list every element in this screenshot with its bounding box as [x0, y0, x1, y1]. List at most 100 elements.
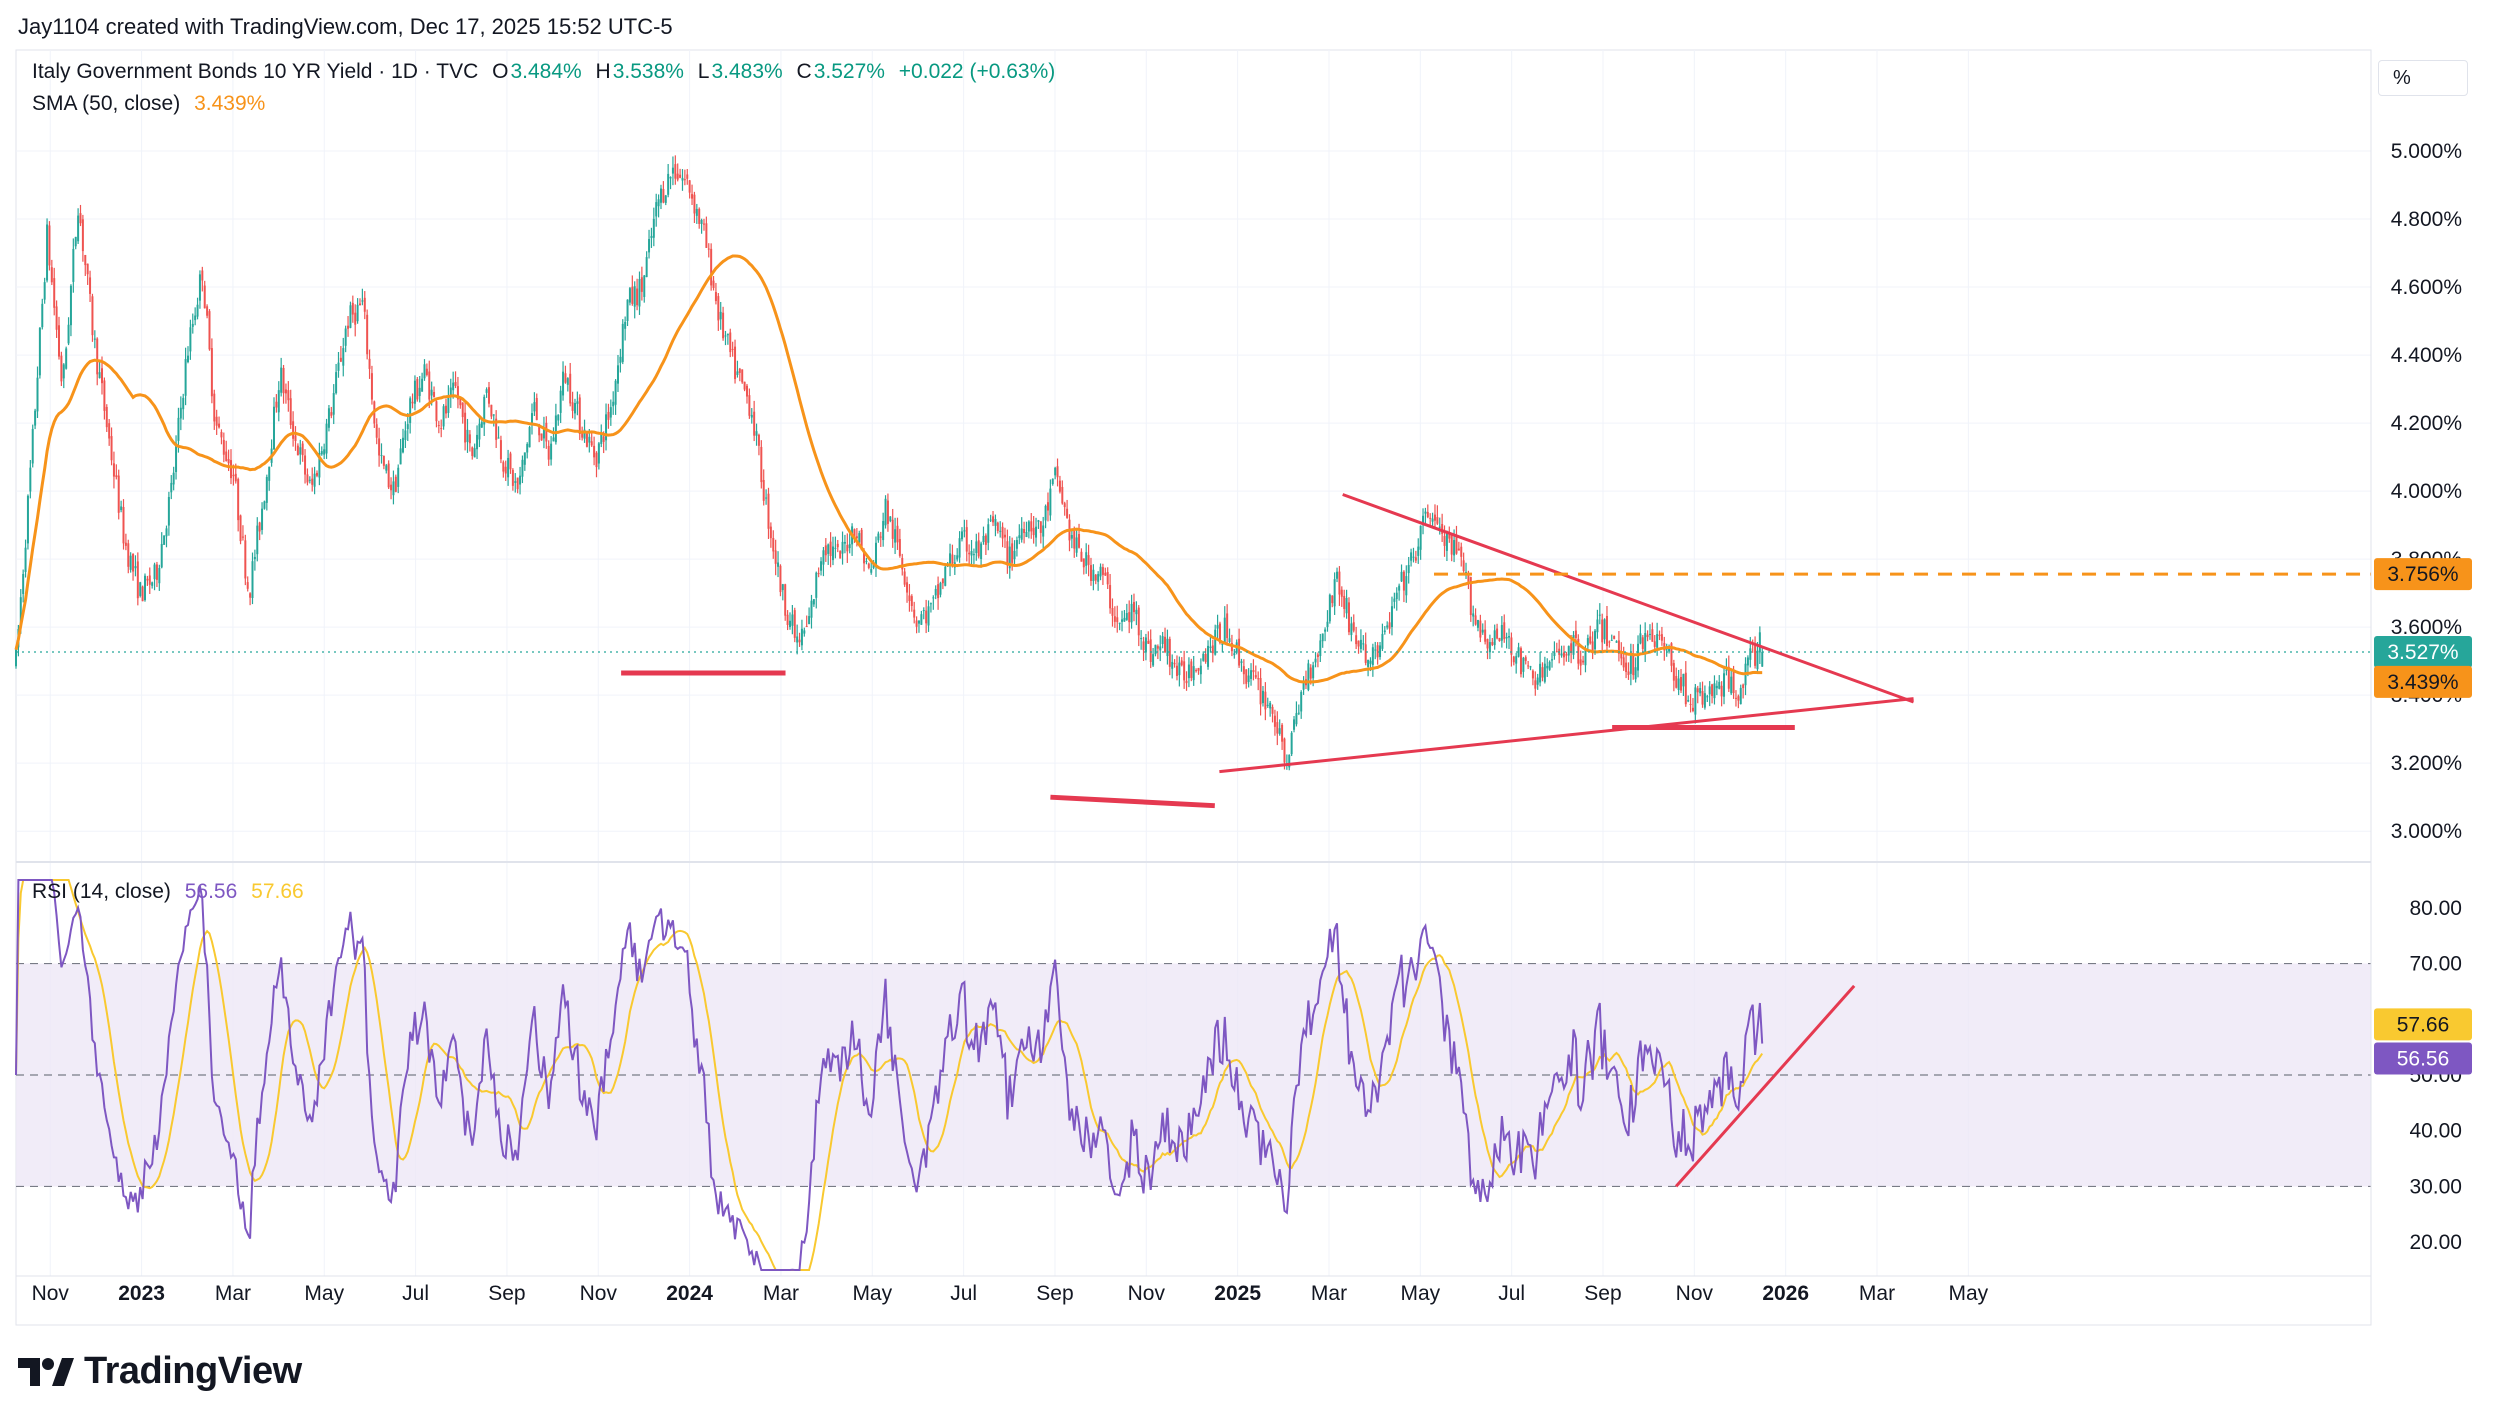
candle-body	[1307, 663, 1310, 690]
candle-body	[982, 535, 985, 543]
candle-body	[117, 475, 120, 513]
candle-body	[304, 455, 307, 475]
candle-body	[349, 305, 352, 328]
sma-value: 3.439%	[194, 92, 266, 115]
candle-body	[671, 167, 674, 174]
candle-body	[992, 516, 995, 523]
rsi-tick-label: 80.00	[2409, 897, 2462, 920]
candle-body	[777, 562, 780, 567]
candle-body	[722, 312, 725, 339]
candle-body	[774, 550, 777, 564]
candle-body	[1288, 754, 1291, 768]
candle-body	[1608, 641, 1611, 643]
candle-body	[1723, 673, 1726, 697]
candle-body	[423, 364, 426, 379]
candle-body	[1109, 585, 1112, 609]
candle-body	[380, 455, 383, 457]
candle-body	[19, 597, 22, 627]
candle-body	[151, 582, 154, 586]
candle-body	[652, 218, 655, 238]
candle-body	[1503, 622, 1506, 640]
candle-body	[1689, 703, 1692, 705]
candle-body	[1438, 526, 1441, 528]
resistance-price-tag-bg	[2374, 558, 2472, 591]
candle-body	[927, 606, 930, 626]
candle-body	[1453, 540, 1456, 556]
high-value: 3.538%	[612, 60, 684, 83]
candle-body	[877, 533, 880, 541]
candle-body	[576, 401, 579, 404]
sma-price-tag-bg	[2374, 665, 2472, 698]
candle-body	[65, 348, 68, 369]
candle-body	[1216, 625, 1219, 629]
time-tick-label: May	[304, 1282, 344, 1305]
candle-body	[569, 373, 572, 404]
candle-body	[497, 437, 500, 439]
drawing-annotations[interactable]	[16, 493, 2371, 1188]
candle-body	[43, 282, 46, 300]
candle-body	[669, 177, 672, 179]
candle-body	[60, 355, 63, 382]
candle-body	[1312, 665, 1315, 679]
candle-body	[1395, 592, 1398, 600]
candle-body	[674, 164, 677, 179]
candle-body	[1211, 645, 1214, 654]
rsi-legend[interactable]: RSI (14, close) 56.56 57.66	[32, 880, 312, 904]
candle-body	[67, 324, 70, 344]
candle-body	[621, 323, 624, 362]
candle-body	[1240, 661, 1243, 663]
candle-body	[1116, 617, 1119, 623]
candle-body	[1386, 625, 1389, 628]
candle-body	[155, 564, 158, 580]
candle-body	[1481, 629, 1484, 633]
candle-body	[218, 423, 221, 428]
candle-body	[968, 552, 971, 555]
candle-body	[585, 433, 588, 447]
candle-body	[208, 311, 211, 350]
candle-body	[1718, 681, 1721, 689]
candle-body	[1132, 602, 1135, 613]
candle-body	[401, 437, 404, 453]
main-legend: Italy Government Bonds 10 YR Yield · 1D …	[32, 60, 1063, 84]
candle-body	[1097, 574, 1100, 582]
candle-body	[148, 575, 151, 585]
candle-body	[1154, 644, 1157, 655]
candle-body	[1166, 638, 1169, 657]
time-tick-label: 2025	[1214, 1282, 1261, 1305]
sma-legend[interactable]: SMA (50, close) 3.439%	[32, 92, 273, 116]
candle-body	[1739, 687, 1742, 705]
candle-body	[886, 500, 889, 524]
candle-body	[929, 603, 932, 605]
candle-body	[354, 312, 357, 325]
candle-body	[311, 478, 314, 485]
candle-body	[368, 358, 371, 369]
candle-body	[1276, 722, 1279, 734]
candle-body	[1111, 608, 1114, 616]
candle-body	[1073, 531, 1076, 549]
time-tick-label: Jul	[950, 1282, 977, 1305]
candle-body	[1746, 657, 1749, 666]
candle-body	[564, 373, 567, 383]
candle-body	[1125, 613, 1128, 620]
candle-body	[605, 414, 608, 441]
candle-body	[1180, 660, 1183, 666]
candle-body	[222, 439, 225, 455]
scale-unit-button[interactable]: %	[2378, 60, 2468, 96]
candle-body	[726, 334, 729, 336]
candle-body	[769, 526, 772, 539]
candle-body	[428, 371, 431, 400]
candle-body	[984, 535, 987, 545]
candle-body	[803, 630, 806, 634]
candle-body	[258, 522, 261, 532]
candle-body	[612, 401, 615, 407]
candle-body	[108, 423, 111, 439]
candle-body	[399, 448, 402, 465]
candle-body	[1242, 666, 1245, 675]
candle-body	[1720, 685, 1723, 697]
candle-body	[1099, 566, 1102, 577]
symbol-title[interactable]: Italy Government Bonds 10 YR Yield · 1D …	[32, 60, 479, 83]
candle-body	[530, 413, 533, 425]
candle-body	[241, 536, 244, 538]
candle-body	[1665, 649, 1668, 651]
